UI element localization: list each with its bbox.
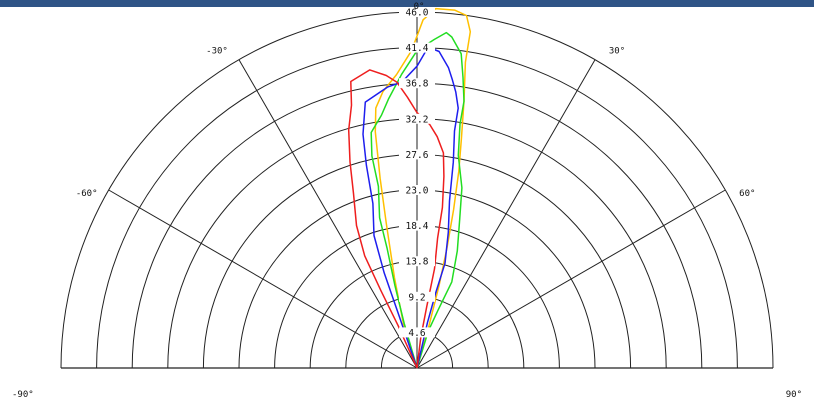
- radial-label-bg-1: [399, 327, 435, 338]
- radial-label-bg-3: [399, 256, 435, 267]
- top-banner-bar: [0, 0, 814, 7]
- radial-tick-label-6: 27.6: [406, 150, 429, 161]
- radial-label-bg-6: [399, 149, 435, 160]
- radial-tick-labels: 4.6 9.2 13.8 18.4 23.0 27.6 32.2 36.8 41.4 46.0: [399, 7, 435, 339]
- series-line-1: [374, 7, 472, 369]
- series-line-4: [347, 69, 445, 369]
- angle-tick-label--30: -30°: [206, 47, 228, 57]
- spoke-30: [416, 59, 596, 369]
- radial-tick-label-10: 46.0: [406, 8, 429, 19]
- radial-label-bg-10: [399, 7, 435, 17]
- radial-tick-label-5: 23.0: [406, 186, 429, 197]
- angle-tick-label-0: 0°: [414, 2, 425, 12]
- radial-tick-label-3: 13.8: [406, 257, 429, 268]
- spoke--30: [238, 59, 418, 369]
- radial-tick-label-8: 36.8: [406, 79, 429, 90]
- radial-label-bg-2: [399, 291, 435, 302]
- radial-tick-label-9: 41.4: [406, 43, 429, 54]
- angle-tick-label--60: -60°: [76, 189, 98, 199]
- radial-tick-label-2: 9.2: [408, 292, 425, 303]
- spoke-60: [416, 189, 726, 369]
- series-line-3: [362, 46, 459, 369]
- angle-tick-label--90: -90°: [12, 390, 34, 400]
- series-group: [347, 7, 472, 369]
- radial-tick-label-1: 4.6: [408, 328, 425, 339]
- radial-tick-label-7: 32.2: [406, 114, 429, 125]
- angle-tick-labels: -90° -60° -30° 0° 30° 60° 90°: [12, 2, 802, 400]
- radial-label-bg-8: [399, 78, 435, 89]
- radial-tick-label-4: 18.4: [406, 221, 429, 232]
- radial-label-bg-4: [399, 220, 435, 231]
- angle-tick-label-60: 60°: [739, 189, 755, 199]
- angle-tick-label-30: 30°: [609, 47, 625, 57]
- radial-label-bg-7: [399, 113, 435, 124]
- radial-label-bg-5: [399, 185, 435, 195]
- angle-tick-label-90: 90°: [786, 390, 802, 400]
- radial-label-bg-9: [399, 42, 435, 53]
- spoke--60: [108, 189, 418, 369]
- series-line-2: [370, 31, 465, 369]
